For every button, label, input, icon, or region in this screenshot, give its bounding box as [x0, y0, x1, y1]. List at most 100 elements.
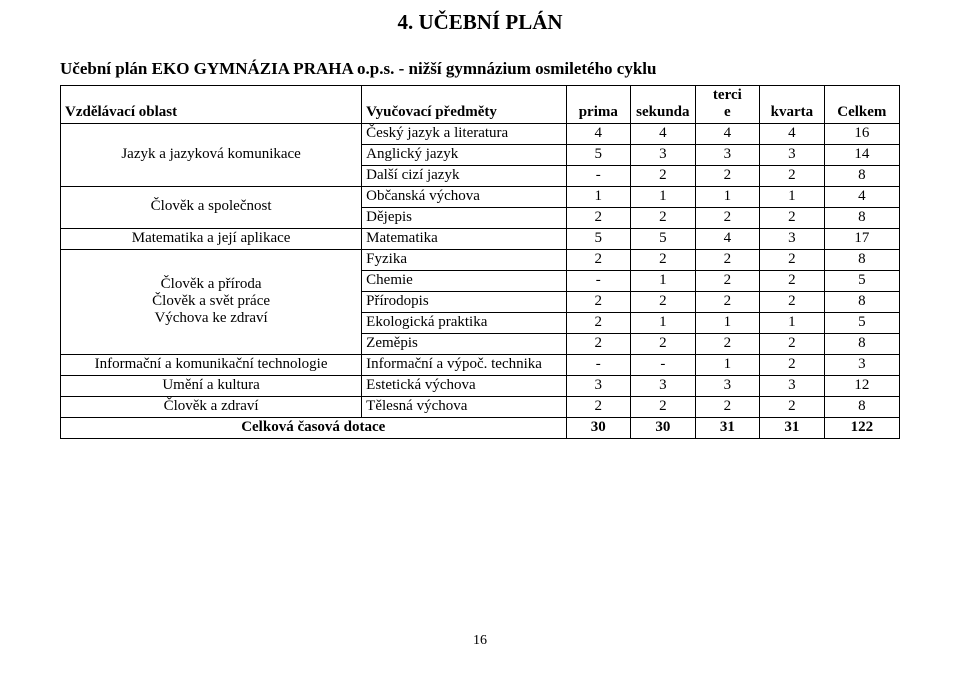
value-cell: 2 — [760, 207, 825, 228]
value-cell: 3 — [631, 375, 696, 396]
sub-heading: Učební plán EKO GYMNÁZIA PRAHA o.p.s. - … — [60, 59, 656, 79]
subject-cell: Další cizí jazyk — [362, 165, 566, 186]
value-cell: 16 — [824, 123, 899, 144]
subject-cell: Anglický jazyk — [362, 144, 566, 165]
subject-cell: Matematika — [362, 228, 566, 249]
value-cell: 2 — [566, 312, 631, 333]
value-cell: 8 — [824, 291, 899, 312]
table-row: Matematika a její aplikaceMatematika5543… — [61, 228, 900, 249]
area-cell: Umění a kultura — [61, 375, 362, 396]
subject-cell: Ekologická praktika — [362, 312, 566, 333]
value-cell: - — [631, 354, 696, 375]
value-cell: 3 — [695, 144, 760, 165]
value-cell: 2 — [760, 291, 825, 312]
value-cell: 4 — [695, 228, 760, 249]
area-cell: Člověk a přírodaČlověk a svět práceVýcho… — [61, 249, 362, 354]
th-col-3: kvarta — [760, 86, 825, 124]
value-cell: 1 — [695, 354, 760, 375]
value-cell: 2 — [631, 207, 696, 228]
totals-value: 30 — [566, 417, 631, 438]
value-cell: 5 — [824, 312, 899, 333]
th-col-0: prima — [566, 86, 631, 124]
value-cell: 2 — [631, 333, 696, 354]
subject-cell: Informační a výpoč. technika — [362, 354, 566, 375]
value-cell: 3 — [760, 144, 825, 165]
table-row: Člověk a společnostObčanská výchova11114 — [61, 186, 900, 207]
subject-cell: Český jazyk a literatura — [362, 123, 566, 144]
value-cell: 1 — [631, 312, 696, 333]
table-row: Člověk a zdravíTělesná výchova22228 — [61, 396, 900, 417]
value-cell: 5 — [566, 228, 631, 249]
th-col-2: tercie — [695, 86, 760, 124]
value-cell: 2 — [566, 249, 631, 270]
table-body: Jazyk a jazyková komunikaceČeský jazyk a… — [61, 123, 900, 438]
table-row: Umění a kulturaEstetická výchova333312 — [61, 375, 900, 396]
value-cell: 4 — [760, 123, 825, 144]
value-cell: 2 — [695, 249, 760, 270]
value-cell: 8 — [824, 396, 899, 417]
table-row: Jazyk a jazyková komunikaceČeský jazyk a… — [61, 123, 900, 144]
area-cell: Člověk a zdraví — [61, 396, 362, 417]
value-cell: 5 — [566, 144, 631, 165]
value-cell: 2 — [760, 249, 825, 270]
table-row: Člověk a přírodaČlověk a svět práceVýcho… — [61, 249, 900, 270]
value-cell: 8 — [824, 249, 899, 270]
subject-cell: Dějepis — [362, 207, 566, 228]
th-col-1: sekunda — [631, 86, 696, 124]
value-cell: 1 — [760, 312, 825, 333]
table-header: Vzdělávací oblast Vyučovací předměty pri… — [61, 86, 900, 124]
area-cell: Informační a komunikační technologie — [61, 354, 362, 375]
value-cell: 2 — [631, 396, 696, 417]
value-cell: 4 — [631, 123, 696, 144]
value-cell: 1 — [695, 312, 760, 333]
value-cell: 8 — [824, 207, 899, 228]
value-cell: 2 — [631, 249, 696, 270]
value-cell: 1 — [631, 186, 696, 207]
curriculum-table: Vzdělávací oblast Vyučovací předměty pri… — [60, 85, 900, 439]
value-cell: 2 — [695, 333, 760, 354]
totals-row: Celková časová dotace30303131122 — [61, 417, 900, 438]
value-cell: 17 — [824, 228, 899, 249]
value-cell: 4 — [566, 123, 631, 144]
main-heading: 4. UČEBNÍ PLÁN — [60, 10, 900, 35]
value-cell: 2 — [760, 270, 825, 291]
subject-cell: Přírodopis — [362, 291, 566, 312]
area-cell: Člověk a společnost — [61, 186, 362, 228]
totals-value: 30 — [631, 417, 696, 438]
value-cell: - — [566, 165, 631, 186]
value-cell: 14 — [824, 144, 899, 165]
totals-value: 31 — [760, 417, 825, 438]
value-cell: 2 — [760, 165, 825, 186]
value-cell: - — [566, 270, 631, 291]
subject-cell: Fyzika — [362, 249, 566, 270]
value-cell: 2 — [631, 291, 696, 312]
area-cell: Jazyk a jazyková komunikace — [61, 123, 362, 186]
value-cell: 3 — [760, 228, 825, 249]
totals-value: 31 — [695, 417, 760, 438]
value-cell: 2 — [566, 333, 631, 354]
value-cell: 3 — [695, 375, 760, 396]
value-cell: - — [566, 354, 631, 375]
value-cell: 2 — [760, 333, 825, 354]
value-cell: 3 — [631, 144, 696, 165]
value-cell: 2 — [695, 207, 760, 228]
value-cell: 2 — [566, 207, 631, 228]
value-cell: 2 — [695, 291, 760, 312]
value-cell: 2 — [695, 396, 760, 417]
value-cell: 2 — [631, 165, 696, 186]
subject-cell: Estetická výchova — [362, 375, 566, 396]
value-cell: 3 — [760, 375, 825, 396]
totals-value: 122 — [824, 417, 899, 438]
value-cell: 2 — [695, 165, 760, 186]
table-row: Informační a komunikační technologieInfo… — [61, 354, 900, 375]
value-cell: 3 — [824, 354, 899, 375]
value-cell: 1 — [695, 186, 760, 207]
value-cell: 5 — [824, 270, 899, 291]
value-cell: 3 — [566, 375, 631, 396]
area-cell: Matematika a její aplikace — [61, 228, 362, 249]
value-cell: 1 — [566, 186, 631, 207]
subject-cell: Chemie — [362, 270, 566, 291]
value-cell: 4 — [695, 123, 760, 144]
value-cell: 2 — [695, 270, 760, 291]
page: 4. UČEBNÍ PLÁN Učební plán EKO GYMNÁZIA … — [0, 0, 960, 677]
